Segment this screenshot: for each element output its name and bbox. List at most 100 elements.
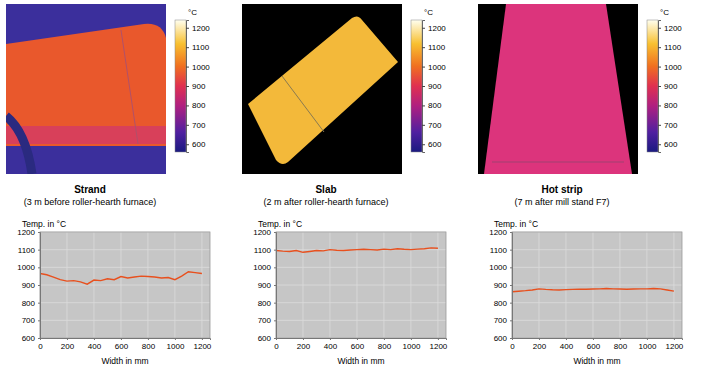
- y-tick-mark: [38, 232, 40, 233]
- plot-marks: [276, 248, 438, 252]
- y-axis-line: [274, 233, 277, 339]
- y-axis-title: Temp. in °C: [258, 219, 302, 229]
- x-tick-label: 800: [378, 342, 392, 351]
- x-axis-title: Width in mm: [337, 356, 384, 366]
- y-tick-mark: [274, 285, 276, 286]
- y-tick-label: 1000: [253, 263, 271, 272]
- x-tick-mark: [411, 338, 412, 340]
- y-tick: 1000: [489, 263, 512, 272]
- y-tick-label: 1100: [18, 246, 36, 255]
- y-tick: 1000: [17, 263, 40, 272]
- x-tick: 800: [614, 338, 628, 351]
- x-axis-title: Width in mm: [101, 356, 148, 366]
- x-tick: 600: [351, 338, 365, 351]
- y-tick-mark: [510, 285, 512, 286]
- x-tick-label: 800: [142, 342, 156, 351]
- y-tick: 1200: [489, 228, 512, 237]
- y-tick: 900: [494, 281, 512, 290]
- x-tick-mark: [593, 338, 594, 340]
- grid-line-y: [276, 285, 446, 286]
- x-tick-label: 1200: [194, 342, 212, 351]
- plot-background: [40, 232, 210, 338]
- colorbar-tick-mark: [422, 125, 425, 126]
- x-tick: 0: [510, 338, 515, 351]
- colorbar-tick: 700: [186, 121, 206, 130]
- y-axis-title: Temp. in °C: [494, 219, 538, 229]
- x-tick-mark: [566, 338, 567, 340]
- y-tick-label: 700: [258, 316, 272, 325]
- colorbar-tick-label: 700: [664, 121, 678, 130]
- panel-subtitle: (7 m after mill stand F7): [514, 197, 609, 207]
- grid-line-x: [147, 232, 148, 338]
- colorbar-label: °C: [660, 8, 669, 17]
- colorbar-tick-mark: [422, 144, 425, 145]
- x-tick: 800: [142, 338, 156, 351]
- colorbar-axis: 600700800900100011001200: [658, 21, 682, 153]
- grid-line-x: [646, 232, 647, 338]
- colorbar-tick: 1000: [186, 63, 210, 72]
- colorbar-tick-label: 1200: [664, 24, 682, 33]
- grid-line-y: [512, 302, 682, 303]
- colorbar-tick-label: 900: [192, 82, 206, 91]
- x-tick: 1200: [430, 338, 448, 351]
- colorbar-tick: 1200: [422, 24, 446, 33]
- x-tick-label: 1000: [167, 342, 185, 351]
- y-tick-mark: [274, 338, 276, 339]
- x-tick-mark: [620, 338, 621, 340]
- y-tick-mark: [38, 338, 40, 339]
- y-tick-mark: [38, 250, 40, 251]
- x-tick-mark: [357, 338, 358, 340]
- x-tick: 400: [324, 338, 338, 351]
- colorbar-tick-label: 800: [428, 101, 442, 110]
- y-tick: 600: [494, 334, 512, 343]
- colorbar-tick-mark: [422, 28, 425, 29]
- x-tick-label: 200: [61, 342, 75, 351]
- y-tick-mark: [38, 285, 40, 286]
- thermal-image: [6, 4, 166, 174]
- colorbar-tick: 1100: [186, 43, 210, 52]
- colorbar-tick-mark: [658, 86, 661, 87]
- x-tick-mark: [67, 338, 68, 340]
- grid-line-x: [120, 232, 121, 338]
- colorbar-tick-label: 1000: [428, 63, 446, 72]
- roller: [6, 116, 32, 174]
- y-tick: 1100: [254, 246, 276, 255]
- grid-line-x: [592, 232, 593, 338]
- colorbar-tick-label: 600: [428, 140, 442, 149]
- strand-edge: [6, 126, 166, 144]
- x-tick-label: 600: [115, 342, 129, 351]
- y-tick-label: 1000: [17, 263, 35, 272]
- y-tick-label: 1200: [489, 228, 507, 237]
- x-tick-label: 0: [38, 342, 43, 351]
- colorbar-tick-mark: [186, 144, 189, 145]
- y-tick: 800: [22, 299, 40, 308]
- grid-line-x: [383, 232, 384, 338]
- x-tick-label: 1200: [430, 342, 448, 351]
- colorbar-tick-label: 800: [664, 101, 678, 110]
- y-tick-mark: [38, 303, 40, 304]
- grid-line-y: [512, 320, 682, 321]
- x-tick-label: 600: [351, 342, 365, 351]
- x-tick-label: 1200: [666, 342, 684, 351]
- x-tick: 1000: [639, 338, 657, 351]
- panel: °C600700800900100011001200Strand(3 m bef…: [6, 4, 212, 366]
- y-tick-label: 600: [258, 334, 272, 343]
- colorbar-tick-label: 600: [192, 140, 206, 149]
- y-tick-mark: [274, 232, 276, 233]
- colorbar: [647, 20, 658, 152]
- x-tick: 1200: [666, 338, 684, 351]
- colorbar-tick-label: 1100: [192, 43, 210, 52]
- y-axis-title: Temp. in °C: [22, 219, 66, 229]
- grid: [512, 232, 682, 338]
- y-tick: 600: [258, 334, 276, 343]
- y-tick-label: 600: [494, 334, 508, 343]
- colorbar-tick-mark: [658, 47, 661, 48]
- colorbar-axis-line: [659, 21, 662, 153]
- x-tick: 800: [378, 338, 392, 351]
- temperature-line: [512, 289, 674, 292]
- colorbar-tick-label: 1200: [192, 24, 210, 33]
- y-axis-line: [38, 233, 41, 339]
- y-tick-label: 900: [22, 281, 36, 290]
- y-tick: 800: [258, 299, 276, 308]
- x-tick-mark: [276, 338, 277, 340]
